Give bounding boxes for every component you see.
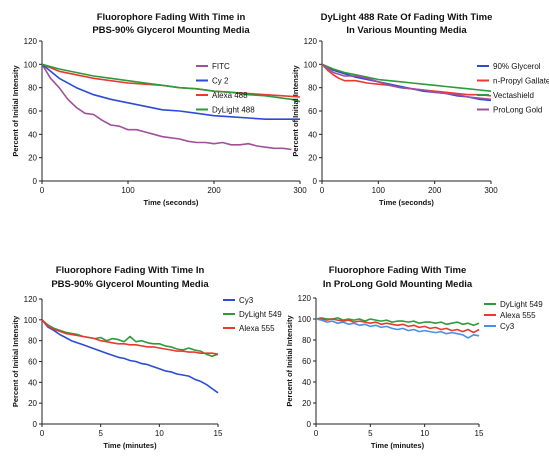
- x-tick-label: 5: [98, 429, 103, 438]
- y-tick-label: 0: [33, 420, 38, 429]
- x-tick-label: 0: [40, 186, 45, 195]
- y-tick-label: 100: [24, 316, 38, 325]
- legend-label: 90% Glycerol: [493, 62, 541, 71]
- y-axis-label: Percent of Initial Intensity: [285, 315, 294, 407]
- y-tick-label: 60: [28, 107, 37, 116]
- chart-panel-1: Fluorophore Fading With Time in PBS-90% G…: [11, 12, 307, 207]
- x-tick-label: 300: [293, 186, 307, 195]
- legend-label: DyLight 549: [500, 300, 543, 309]
- y-tick-label: 80: [28, 337, 37, 346]
- x-axis-label: Time (minutes): [371, 441, 425, 450]
- y-tick-label: 0: [313, 177, 318, 186]
- legend-label: Vectashield: [493, 91, 534, 100]
- legend-label: ProLong Gold: [493, 106, 542, 115]
- legend-label: Alexa 555: [239, 324, 275, 333]
- chart-title: Fluorophore Fading With Time: [329, 265, 466, 276]
- legend-label: FITC: [212, 62, 230, 71]
- chart-title: Fluorophore Fading With Time in: [97, 12, 246, 23]
- series-line-alexa-555: [316, 318, 480, 334]
- x-tick-label: 15: [214, 429, 223, 438]
- x-tick-label: 100: [372, 186, 386, 195]
- y-tick-label: 20: [302, 399, 311, 408]
- legend-label: DyLight 549: [239, 310, 282, 319]
- x-axis-label: Time (seconds): [379, 198, 434, 207]
- series-line-n-propyl-gallate: [321, 63, 492, 97]
- x-tick-label: 200: [207, 186, 221, 195]
- chart-title: In ProLong Gold Mounting Media: [323, 279, 473, 290]
- x-tick-label: 200: [428, 186, 442, 195]
- y-tick-label: 100: [298, 315, 312, 324]
- y-tick-label: 120: [24, 37, 38, 46]
- y-tick-label: 100: [24, 60, 38, 69]
- chart-title: Fluorophore Fading With Time In: [56, 265, 205, 276]
- series-line-cy-2: [41, 63, 300, 120]
- y-tick-label: 120: [298, 294, 312, 303]
- chart-title: PBS-90% Glycerol Mounting Media: [51, 279, 209, 290]
- legend: 90% Glycerol n-Propyl Gallate Vectashield P…: [477, 62, 549, 115]
- y-tick-label: 40: [308, 130, 317, 139]
- legend-label: Cy3: [239, 296, 254, 305]
- legend: Cy3 DyLight 549 Alexa 555: [223, 296, 282, 333]
- x-tick-label: 5: [368, 429, 373, 438]
- legend-label: DyLight 488: [212, 106, 255, 115]
- y-tick-label: 120: [304, 37, 318, 46]
- y-tick-label: 20: [28, 154, 37, 163]
- chart-panel-2: DyLight 488 Rate Of Fading With Time In V…: [291, 12, 549, 207]
- legend-label: Alexa 555: [500, 311, 536, 320]
- y-tick-label: 60: [308, 107, 317, 116]
- chart-title: DyLight 488 Rate Of Fading With Time: [321, 12, 493, 23]
- y-tick-label: 40: [28, 378, 37, 387]
- y-axis-label: Percent of Initial Intensity: [11, 315, 20, 407]
- legend-label: Cy 2: [212, 77, 229, 86]
- x-tick-label: 10: [420, 429, 429, 438]
- y-tick-label: 40: [302, 378, 311, 387]
- y-axis-label: Percent of Initial Intensity: [291, 65, 300, 157]
- chart-title: PBS-90% Glycerol Mounting Media: [92, 25, 250, 36]
- legend-label: n-Propyl Gallate: [493, 77, 549, 86]
- y-tick-label: 80: [28, 84, 37, 93]
- x-tick-label: 0: [314, 429, 319, 438]
- y-tick-label: 80: [308, 84, 317, 93]
- legend: DyLight 549 Alexa 555 Cy3: [484, 300, 543, 331]
- series-line-cy3: [315, 318, 480, 339]
- legend: FITC Cy 2 Alexa 488 DyLight 488: [196, 62, 255, 115]
- chart-panel-3: Fluorophore Fading With Time In PBS-90% G…: [11, 265, 282, 450]
- y-tick-label: 20: [28, 399, 37, 408]
- y-tick-label: 20: [308, 154, 317, 163]
- y-tick-label: 60: [28, 358, 37, 367]
- x-tick-label: 10: [155, 429, 164, 438]
- y-tick-label: 100: [304, 60, 318, 69]
- chart-panel-4: Fluorophore Fading With Time In ProLong G…: [285, 265, 543, 450]
- series-line-dylight-488: [41, 63, 301, 103]
- series-line-vectashield: [321, 63, 492, 92]
- series-line-fitc: [41, 63, 292, 151]
- series-line-prolong-gold: [321, 63, 492, 101]
- x-axis-label: Time (minutes): [103, 441, 157, 450]
- y-tick-label: 40: [28, 130, 37, 139]
- y-tick-label: 120: [24, 295, 38, 304]
- x-tick-label: 0: [40, 429, 45, 438]
- y-tick-label: 0: [33, 177, 38, 186]
- x-tick-label: 100: [121, 186, 135, 195]
- series-line-cy3: [41, 319, 219, 394]
- x-tick-label: 15: [475, 429, 484, 438]
- series-line-alexa-488: [41, 63, 301, 98]
- series-line-alexa-555: [41, 319, 219, 355]
- legend-label: Alexa 488: [212, 91, 248, 100]
- series-line-dylight-549: [41, 319, 219, 358]
- y-tick-label: 80: [302, 336, 311, 345]
- legend-label: Cy3: [500, 322, 515, 331]
- chart-title: In Various Mounting Media: [346, 25, 467, 36]
- y-axis-label: Percent of Initial Intensity: [11, 65, 20, 157]
- series-line-dylight-549: [315, 317, 480, 327]
- x-axis-label: Time (seconds): [144, 198, 199, 207]
- x-tick-label: 300: [484, 186, 498, 195]
- y-tick-label: 0: [307, 420, 312, 429]
- y-tick-label: 60: [302, 357, 311, 366]
- x-tick-label: 0: [320, 186, 325, 195]
